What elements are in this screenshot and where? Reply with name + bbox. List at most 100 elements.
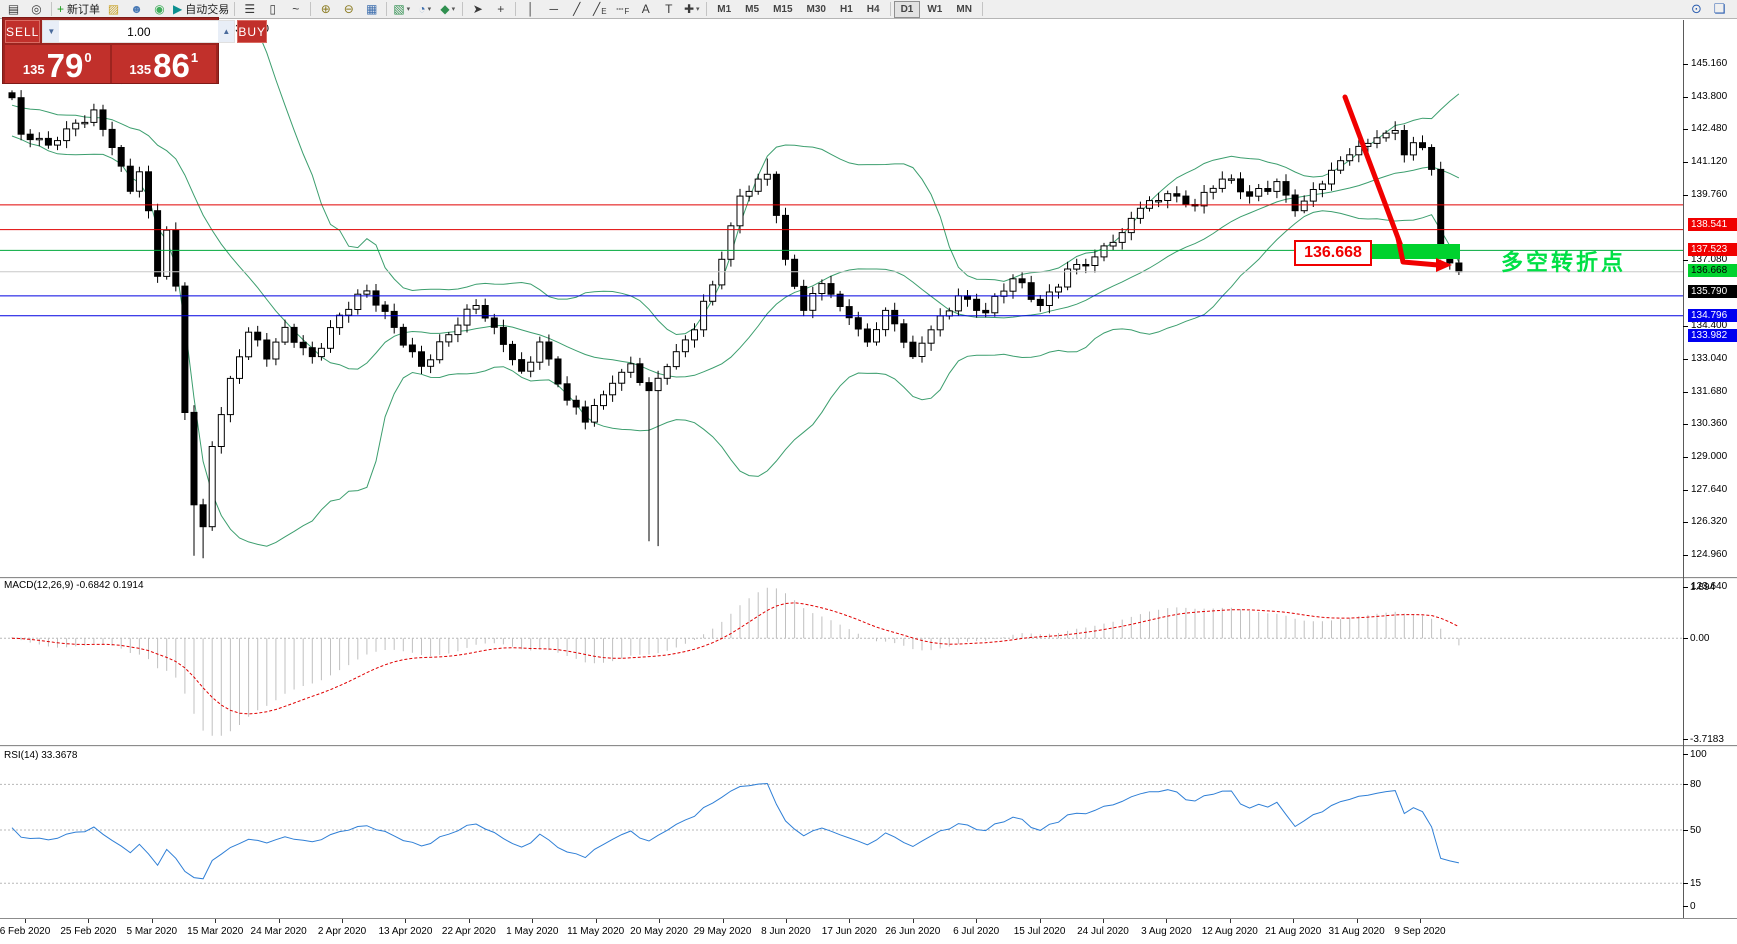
rsi-axis-value: 15: [1690, 878, 1702, 890]
volume-increase-button[interactable]: ▲: [218, 21, 235, 42]
candle: [427, 359, 435, 367]
candle: [554, 358, 562, 385]
date-label: 29 May 2020: [693, 926, 752, 937]
rsi-axis-tickmark: [1683, 883, 1688, 885]
tile-windows-icon[interactable]: ▦: [360, 1, 383, 18]
timeframe-button-h4[interactable]: H4: [866, 3, 880, 15]
text-label-icon[interactable]: T: [657, 1, 680, 18]
candle: [72, 122, 80, 130]
crosshair-icon[interactable]: +: [489, 1, 512, 18]
cursor-icon[interactable]: ➤: [466, 1, 489, 18]
candle: [1055, 286, 1062, 293]
candle: [618, 371, 626, 384]
candle: [681, 339, 689, 353]
candle: [845, 306, 853, 319]
price-axis-tickmark: [1683, 554, 1688, 556]
zoom-in-icon: ⊕: [320, 2, 331, 16]
market-profile-icon[interactable]: ☻: [125, 1, 148, 18]
timeframe-button-h1[interactable]: H1: [839, 3, 853, 15]
candle: [509, 343, 516, 361]
line-chart-icon: ~: [292, 2, 300, 16]
horizontal-line-icon[interactable]: ─: [542, 1, 565, 18]
timeframe-button-w1[interactable]: W1: [927, 3, 943, 15]
new-chart-icon[interactable]: ▧ ▾: [393, 2, 411, 16]
candle: [809, 293, 817, 311]
candle: [1391, 130, 1399, 134]
sell-price[interactable]: 135 79 0: [5, 45, 110, 83]
candle: [900, 323, 908, 343]
rsi-pane[interactable]: [0, 747, 1684, 918]
date-tickmark: [1420, 919, 1422, 923]
red-trendline: [1342, 94, 1404, 249]
candle: [545, 341, 553, 360]
price-pane[interactable]: [0, 20, 1684, 577]
date-tickmark: [1166, 919, 1168, 923]
templates-icon[interactable]: ◆ ▾: [440, 2, 456, 16]
data-preview-icon: ◎: [31, 2, 42, 16]
price-axis-tick: 142.480: [1691, 123, 1728, 135]
charts-list-icon: ▤: [7, 2, 20, 16]
periods-icon[interactable]: ◔ ▾: [418, 2, 432, 16]
data-preview-icon[interactable]: ◎: [25, 1, 48, 18]
pane-separator[interactable]: [0, 577, 1737, 579]
toolbar-separator: [386, 2, 388, 16]
bar-chart-icon: ☰: [244, 2, 256, 16]
templates-icon: ◆: [440, 2, 450, 16]
chart-styles-icon[interactable]: ▨: [102, 1, 125, 18]
shapes-icon[interactable]: ✚ ▾: [683, 2, 700, 16]
vertical-line-icon[interactable]: │: [519, 1, 542, 18]
timeframe-button-m15[interactable]: M15: [773, 3, 793, 15]
text-icon[interactable]: A: [634, 1, 657, 18]
trendline-icon[interactable]: ╱: [565, 1, 588, 18]
chart-area[interactable]: ▲ GBPJPY-,Daily 135.926 136.572 135.756 …: [0, 20, 1737, 944]
candle: [854, 317, 862, 330]
equidistant-channel-icon[interactable]: ╱ E: [592, 2, 607, 16]
candle: [1155, 200, 1163, 203]
fibonacci-icon[interactable]: ┄ F: [616, 2, 630, 16]
autotrading-button[interactable]: ▶ 自动交易: [171, 1, 231, 18]
date-label: 6 Feb 2020: [0, 926, 51, 937]
signals-icon[interactable]: ◉: [148, 1, 171, 18]
candle: [663, 366, 671, 379]
timeframe-button-m1[interactable]: M1: [717, 3, 732, 15]
price-axis-tickmark: [1683, 325, 1688, 327]
pane-separator[interactable]: [0, 745, 1737, 747]
volume-input[interactable]: [59, 21, 219, 42]
candle: [245, 331, 253, 358]
bar-chart-icon[interactable]: ☰: [238, 1, 261, 18]
timeframe-button-d1[interactable]: D1: [893, 0, 921, 18]
green-highlight-rect: [1372, 244, 1460, 259]
candle: [827, 283, 835, 295]
price-callout-box: 136.668: [1294, 240, 1372, 266]
timeframe-button-mn[interactable]: MN: [956, 3, 972, 15]
timeframe-button-m5[interactable]: M5: [745, 3, 760, 15]
candle: [463, 308, 471, 326]
candle: [481, 305, 489, 319]
buy-price[interactable]: 135 86 1: [111, 45, 216, 83]
zoom-out-icon[interactable]: ⊖: [337, 1, 360, 18]
sell-button[interactable]: SELL: [5, 20, 41, 43]
timeframe-button-m30[interactable]: M30: [806, 3, 826, 15]
candlestick-chart-icon[interactable]: ▯: [261, 1, 284, 18]
zoom-in-icon[interactable]: ⊕: [314, 1, 337, 18]
chat-icon[interactable]: ❏: [1713, 1, 1726, 16]
buy-button[interactable]: BUY: [237, 20, 268, 43]
macd-pane[interactable]: [0, 579, 1684, 745]
date-label: 5 Mar 2020: [126, 926, 178, 937]
candle: [791, 258, 799, 287]
tile-windows-icon: ▦: [366, 2, 378, 16]
date-tickmark: [785, 919, 787, 923]
search-icon[interactable]: ⊙: [1691, 1, 1702, 16]
candle: [654, 377, 662, 392]
charts-list-icon[interactable]: ▤: [2, 1, 25, 18]
new-order-button[interactable]: + 新订单: [55, 1, 102, 18]
candle: [536, 341, 544, 363]
line-chart-icon[interactable]: ~: [284, 1, 307, 18]
candle: [381, 304, 389, 312]
rsi-axis-tickmark: [1683, 784, 1688, 786]
toolbar-right-group: ⊙ ❏: [1685, 1, 1731, 18]
volume-decrease-button[interactable]: ▼: [43, 21, 60, 42]
candle: [154, 210, 162, 277]
candle: [636, 363, 644, 383]
candle: [1064, 268, 1072, 288]
